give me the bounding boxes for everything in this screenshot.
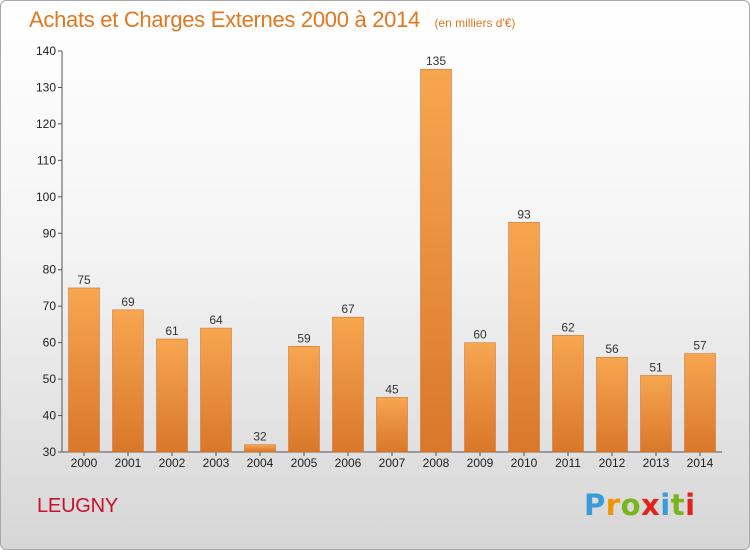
bar-2014 (684, 353, 716, 453)
value-label-2002: 61 (165, 324, 179, 338)
x-tick-label-2013: 2013 (643, 456, 670, 470)
bar-2010 (508, 222, 540, 453)
value-label-2006: 67 (341, 302, 355, 316)
x-tick-label-2009: 2009 (467, 456, 494, 470)
y-tick-label: 100 (36, 190, 56, 204)
value-label-2003: 64 (209, 313, 223, 327)
y-tick-label: 140 (36, 44, 56, 58)
y-tick-label: 30 (43, 445, 57, 459)
y-tick-label: 130 (36, 80, 56, 94)
x-tick-label-2011: 2011 (555, 456, 581, 470)
bar-2011 (552, 335, 584, 453)
logo-letter: P (584, 488, 606, 522)
value-label-2013: 51 (649, 360, 663, 374)
y-tick-label: 120 (36, 117, 56, 131)
value-label-2004: 32 (253, 430, 267, 444)
logo-letter: i (685, 488, 696, 522)
chart-title: Achats et Charges Externes 2000 à 2014 (29, 7, 420, 32)
value-label-2007: 45 (385, 382, 399, 396)
logo-letter: r (605, 488, 621, 522)
value-label-2012: 56 (605, 342, 619, 356)
bar-2000 (68, 287, 100, 453)
bar-2005 (288, 346, 320, 453)
value-label-2009: 60 (473, 328, 487, 342)
location-label: LEUGNY (37, 495, 119, 517)
bar-2012 (596, 356, 628, 453)
x-tick-label-2012: 2012 (599, 456, 626, 470)
x-tick-label-2000: 2000 (71, 456, 98, 470)
logo-letter: x (641, 488, 661, 522)
chart-subtitle: (en milliers d'€) (434, 16, 516, 30)
x-tick-label-2006: 2006 (335, 456, 362, 470)
bar-2009 (464, 342, 496, 453)
y-tick-label: 40 (43, 409, 57, 423)
x-tick-label-2014: 2014 (687, 456, 714, 470)
value-label-2001: 69 (121, 295, 135, 309)
chart-labels: 30 40 50 60 70 80 90 100 110 120 130 140 2000 75 2001 6… (36, 44, 714, 470)
proxiti-logo[interactable]: Proxiti (584, 488, 696, 522)
logo-letter: i (660, 488, 671, 522)
bar-2001 (112, 309, 144, 453)
x-tick-label-2004: 2004 (247, 456, 274, 470)
x-tick-label-2003: 2003 (203, 456, 230, 470)
bar-2003 (200, 327, 232, 453)
y-tick-label: 50 (43, 372, 57, 386)
bar-2004 (244, 444, 276, 453)
value-label-2010: 93 (517, 207, 531, 221)
value-label-2014: 57 (693, 339, 707, 353)
x-tick-label-2008: 2008 (423, 456, 450, 470)
value-label-2011: 62 (561, 320, 575, 334)
y-tick-label: 60 (43, 336, 57, 350)
x-tick-label-2001: 2001 (115, 456, 142, 470)
chart-title-row: Achats et Charges Externes 2000 à 2014 (… (29, 7, 515, 33)
x-tick-label-2010: 2010 (511, 456, 538, 470)
x-tick-label-2002: 2002 (159, 456, 186, 470)
logo-letter: o (620, 488, 642, 522)
bar-2008 (420, 68, 452, 453)
value-label-2000: 75 (77, 273, 91, 287)
logo-letter: t (670, 488, 686, 522)
value-label-2005: 59 (297, 331, 311, 345)
x-tick-label-2007: 2007 (379, 456, 406, 470)
bar-2006 (332, 316, 364, 453)
value-label-2008: 135 (426, 54, 446, 68)
x-tick-label-2005: 2005 (291, 456, 318, 470)
bar-2013 (640, 375, 672, 453)
bar-2007 (376, 397, 408, 453)
y-tick-label: 110 (37, 153, 56, 167)
y-tick-label: 80 (43, 263, 57, 277)
chart-bars (68, 68, 716, 453)
y-tick-label: 90 (43, 226, 57, 240)
y-tick-label: 70 (43, 299, 57, 313)
bar-2002 (156, 338, 188, 453)
